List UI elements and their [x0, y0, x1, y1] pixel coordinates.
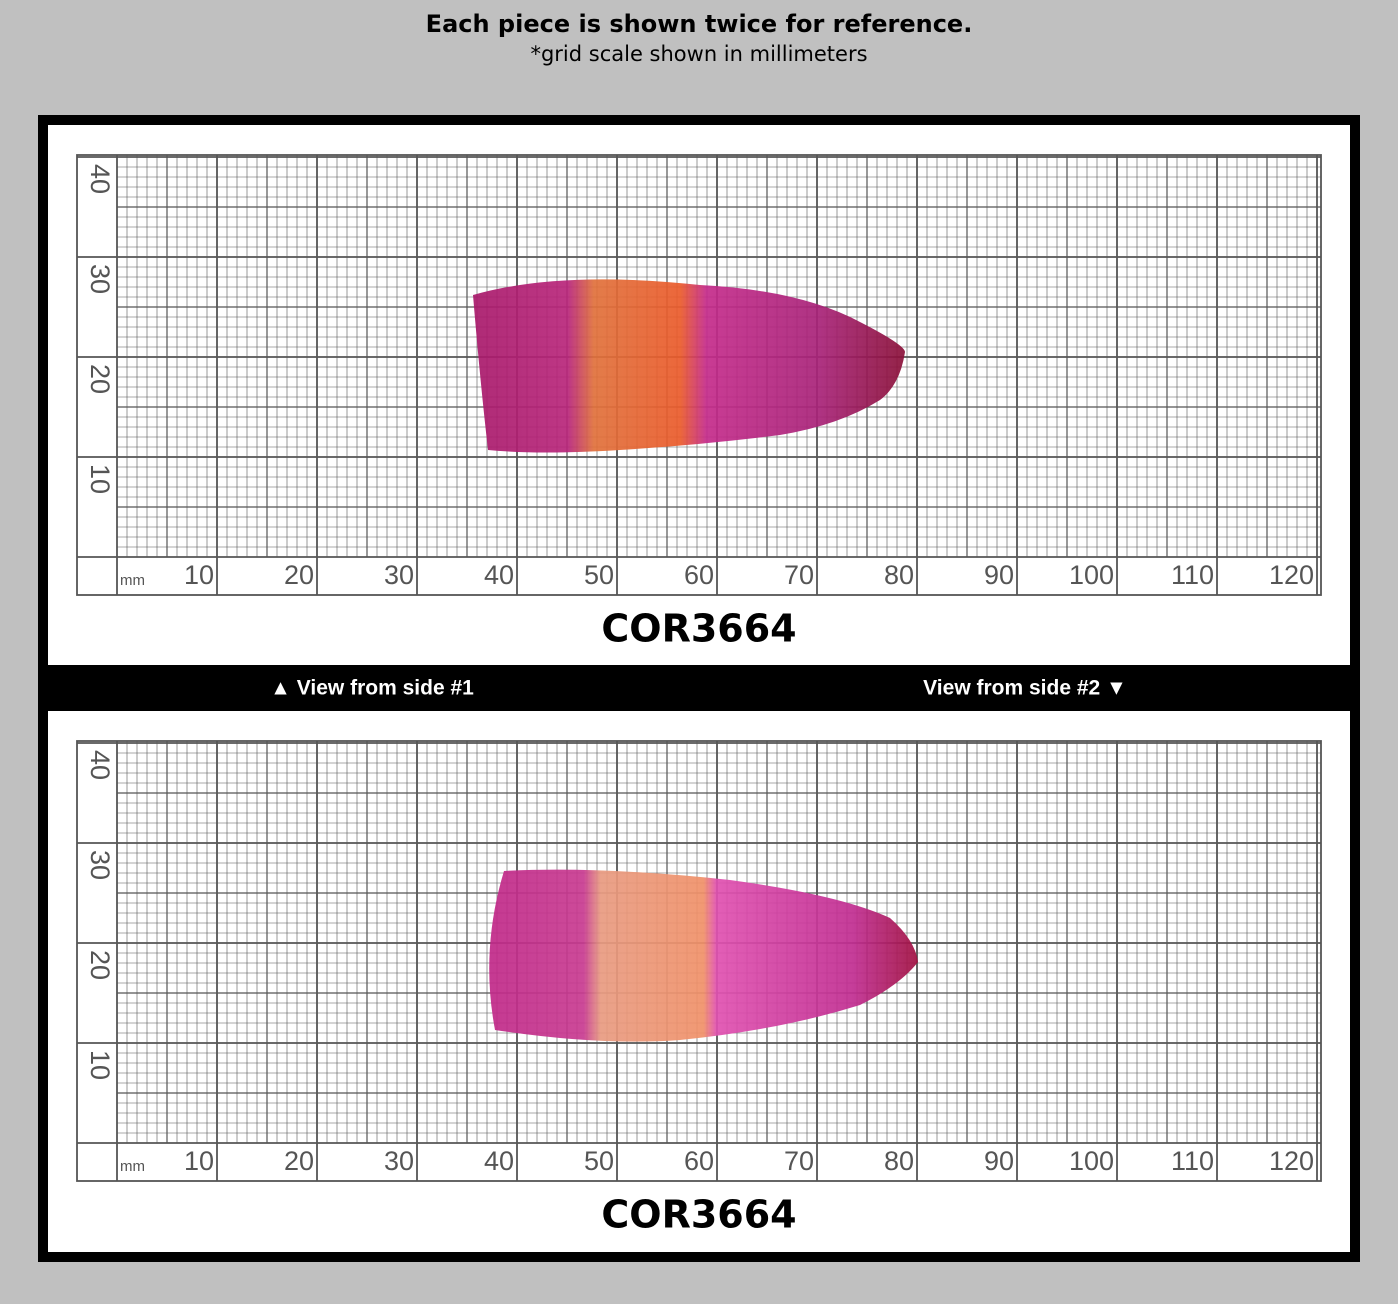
y-scale-label: 20 [85, 950, 115, 980]
divider-label: View from side #2 ▼ [923, 677, 1127, 700]
x-scale-label: 30 [384, 560, 414, 590]
subtitle: *grid scale shown in millimeters [530, 42, 867, 66]
y-scale-label: 20 [85, 364, 115, 394]
x-scale-label: 50 [584, 560, 614, 590]
x-scale-label: 40 [484, 560, 514, 590]
y-scale-label: 30 [85, 850, 115, 880]
scale-border [76, 740, 1322, 1182]
gem-photo [473, 279, 905, 453]
x-scale-label: 50 [584, 1146, 614, 1176]
x-scale-label: 10 [184, 560, 214, 590]
x-scale-label: 90 [984, 1146, 1014, 1176]
scale-border [76, 154, 1322, 596]
unit-label: mm [120, 1158, 145, 1175]
x-scale-label: 70 [784, 1146, 814, 1176]
x-scale-label: 100 [1069, 560, 1114, 590]
x-scale-label: 10 [184, 1146, 214, 1176]
x-scale-label: 110 [1171, 560, 1214, 590]
gem-photo [489, 869, 918, 1042]
x-scale-label: 80 [884, 1146, 914, 1176]
product-code: COR3664 [601, 607, 796, 651]
x-scale-label: 40 [484, 1146, 514, 1176]
x-scale-label: 100 [1069, 1146, 1114, 1176]
x-scale-label: 20 [284, 560, 314, 590]
y-scale-label: 30 [85, 264, 115, 294]
y-scale-label: 40 [85, 164, 115, 194]
y-scale-label: 10 [85, 464, 115, 494]
product-code: COR3664 [601, 1193, 796, 1237]
unit-label: mm [120, 572, 145, 589]
x-scale-label: 120 [1269, 560, 1314, 590]
x-scale-label: 30 [384, 1146, 414, 1176]
x-scale-label: 120 [1269, 1146, 1314, 1176]
x-scale-label: 80 [884, 560, 914, 590]
title: Each piece is shown twice for reference. [426, 10, 973, 38]
x-scale-label: 110 [1171, 1146, 1214, 1176]
x-scale-label: 60 [684, 560, 714, 590]
x-scale-label: 90 [984, 560, 1014, 590]
x-scale-label: 20 [284, 1146, 314, 1176]
y-scale-label: 40 [85, 750, 115, 780]
divider-label: ▲ View from side #1 [270, 677, 474, 700]
y-scale-label: 10 [85, 1050, 115, 1080]
x-scale-label: 70 [784, 560, 814, 590]
x-scale-label: 60 [684, 1146, 714, 1176]
